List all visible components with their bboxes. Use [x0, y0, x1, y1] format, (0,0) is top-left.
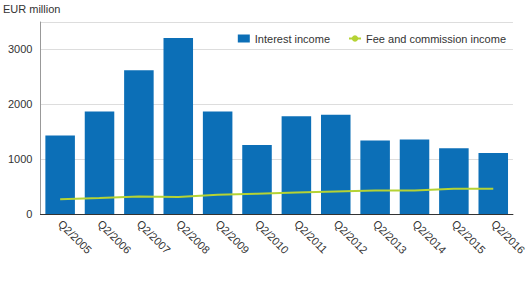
svg-text:1000: 1000 [8, 153, 32, 165]
svg-text:Q2/2015: Q2/2015 [450, 218, 488, 256]
svg-text:Q2/2008: Q2/2008 [174, 218, 212, 256]
svg-text:Interest income: Interest income [255, 33, 330, 45]
svg-text:Q2/2016: Q2/2016 [489, 218, 527, 256]
svg-text:2000: 2000 [8, 98, 32, 110]
svg-text:Q2/2013: Q2/2013 [371, 218, 409, 256]
svg-text:3000: 3000 [8, 43, 32, 55]
svg-text:EUR million: EUR million [3, 3, 60, 15]
svg-text:Q2/2007: Q2/2007 [135, 218, 173, 256]
svg-text:Q2/2010: Q2/2010 [253, 218, 291, 256]
svg-text:Q2/2006: Q2/2006 [95, 218, 133, 256]
svg-text:Q2/2009: Q2/2009 [213, 218, 251, 256]
svg-text:Q2/2012: Q2/2012 [332, 218, 370, 256]
svg-text:0: 0 [26, 208, 32, 220]
svg-text:Fee and commission income: Fee and commission income [366, 33, 506, 45]
svg-text:Q2/2011: Q2/2011 [292, 218, 330, 256]
svg-text:Q2/2005: Q2/2005 [56, 218, 94, 256]
svg-text:Q2/2014: Q2/2014 [410, 218, 448, 256]
